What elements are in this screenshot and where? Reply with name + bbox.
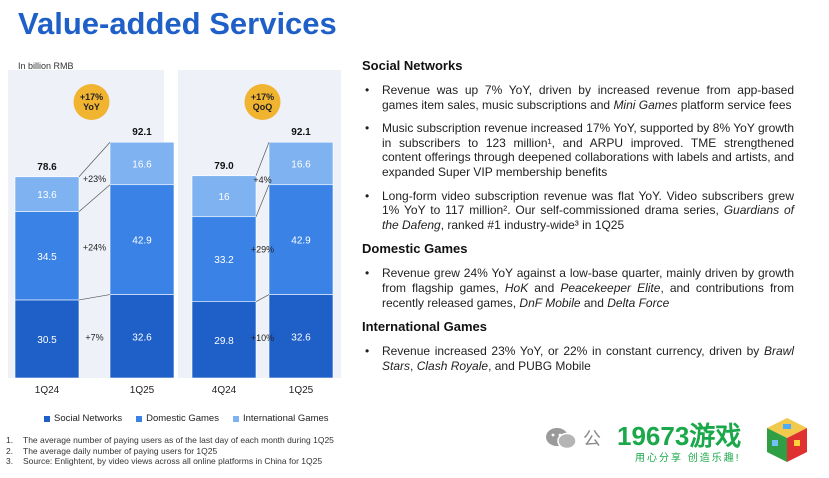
growth-label: +29% — [251, 244, 274, 254]
brand-slogan: 用心分享 创造乐趣! — [635, 453, 741, 464]
growth-label: +4% — [253, 175, 271, 185]
wechat-icon — [546, 428, 577, 450]
bar-total-label: 79.0 — [214, 161, 234, 172]
bar-segment — [268, 184, 334, 295]
bar-value-label: 34.5 — [37, 252, 57, 263]
growth-label: +23% — [83, 174, 106, 184]
growth-badge — [73, 84, 110, 120]
footnote: 2. The average daily number of paying use… — [6, 445, 218, 456]
legend-label: Domestic Games — [146, 413, 219, 424]
bar-segment — [14, 299, 80, 379]
bar-value-label: 30.5 — [37, 335, 57, 346]
bar-value-label: 42.9 — [291, 236, 311, 247]
bar-segment — [109, 141, 175, 186]
bar-value-label: 16.6 — [291, 159, 311, 170]
bullet-social-2: Music subscription revenue increased 17%… — [362, 121, 794, 179]
footnote: 1. The average number of paying users as … — [6, 435, 334, 445]
unit-label: In billion RMB — [18, 61, 74, 71]
stacked-bar-chart: 30.5 34.5 13.6 78.6 1Q24 32.6 42.9 16.6 92.1 1Q25… — [8, 70, 341, 396]
footnote: 3. Source: Enlightent, by video views acr… — [6, 456, 323, 467]
section-heading-international: International Games — [362, 319, 487, 335]
bar-value-label: 33.2 — [214, 255, 234, 266]
legend-swatch — [44, 415, 50, 422]
connector-line — [255, 294, 270, 303]
growth-label: +10% — [251, 333, 274, 343]
bar-segment — [268, 294, 334, 379]
growth-badge-value: +17% — [251, 92, 274, 102]
legend-item-social: Social Networks — [44, 413, 122, 424]
bar-segment — [191, 175, 257, 218]
connector-line — [255, 142, 270, 176]
connector-line — [78, 294, 111, 301]
x-tick-label: 1Q25 — [289, 385, 314, 396]
section-heading-domestic: Domestic Games — [362, 241, 468, 257]
commentary-panel: Social Networks Revenue was up 7% YoY, d… — [362, 58, 794, 382]
legend-item-international: International Games — [232, 413, 329, 424]
bar-segment — [14, 211, 80, 301]
section-heading-social: Social Networks — [362, 58, 463, 73]
bar-value-label: 13.6 — [37, 190, 57, 201]
wechat-account-label: 公 — [583, 429, 601, 449]
growth-badge — [244, 84, 281, 120]
bar-total-label: 92.1 — [291, 127, 311, 138]
bar-value-label: 32.6 — [291, 332, 311, 343]
legend-label: International Games — [242, 413, 329, 424]
cube-logo-icon — [767, 418, 807, 462]
bar-value-label: 32.6 — [132, 332, 152, 343]
connector-line — [78, 184, 111, 212]
growth-label: +24% — [83, 243, 106, 253]
x-tick-label: 1Q25 — [130, 385, 155, 396]
bar-total-label: 78.6 — [37, 162, 57, 173]
bar-segment — [191, 216, 257, 303]
growth-label: +7% — [85, 333, 103, 343]
chart-legend: Social Networks Domestic Games Internati… — [44, 413, 329, 424]
growth-badge-value: +17% — [80, 92, 103, 102]
bar-segment — [191, 301, 257, 379]
bullet-domestic-1: Revenue grew 24% YoY against a low-base … — [362, 266, 794, 310]
legend-label: Social Networks — [54, 413, 123, 424]
legend-swatch — [136, 415, 143, 422]
x-tick-label: 1Q24 — [35, 385, 60, 396]
bullet-social-3: Long-form video subscription revenue was… — [362, 189, 794, 233]
bar-value-label: 29.8 — [214, 336, 234, 347]
page-title: Value-added Services — [18, 6, 337, 41]
bar-value-label: 16 — [218, 192, 230, 203]
connector-line — [78, 141, 111, 178]
bullet-social-1: Revenue was up 7% YoY, driven by increas… — [362, 83, 794, 112]
legend-swatch — [232, 415, 239, 422]
x-tick-label: 4Q24 — [212, 385, 237, 396]
watermark: 公 19673游戏 用心分享 创造乐趣! — [545, 416, 815, 466]
connector-line — [255, 184, 270, 217]
footnotes: 1. The average number of paying users as … — [6, 435, 334, 467]
growth-badge-period: YoY — [83, 102, 100, 112]
bar-segment — [14, 176, 80, 212]
bar-total-label: 92.1 — [132, 127, 152, 138]
brand-logo-text: 19673游戏 — [617, 421, 742, 451]
bar-value-label: 42.9 — [132, 236, 152, 247]
legend-item-domestic: Domestic Games — [136, 413, 219, 424]
growth-badge-period: QoQ — [253, 102, 273, 112]
bullet-international-1: Revenue increased 23% YoY, or 22% in con… — [362, 344, 794, 373]
bar-segment — [268, 141, 334, 186]
bar-value-label: 16.6 — [132, 159, 152, 170]
